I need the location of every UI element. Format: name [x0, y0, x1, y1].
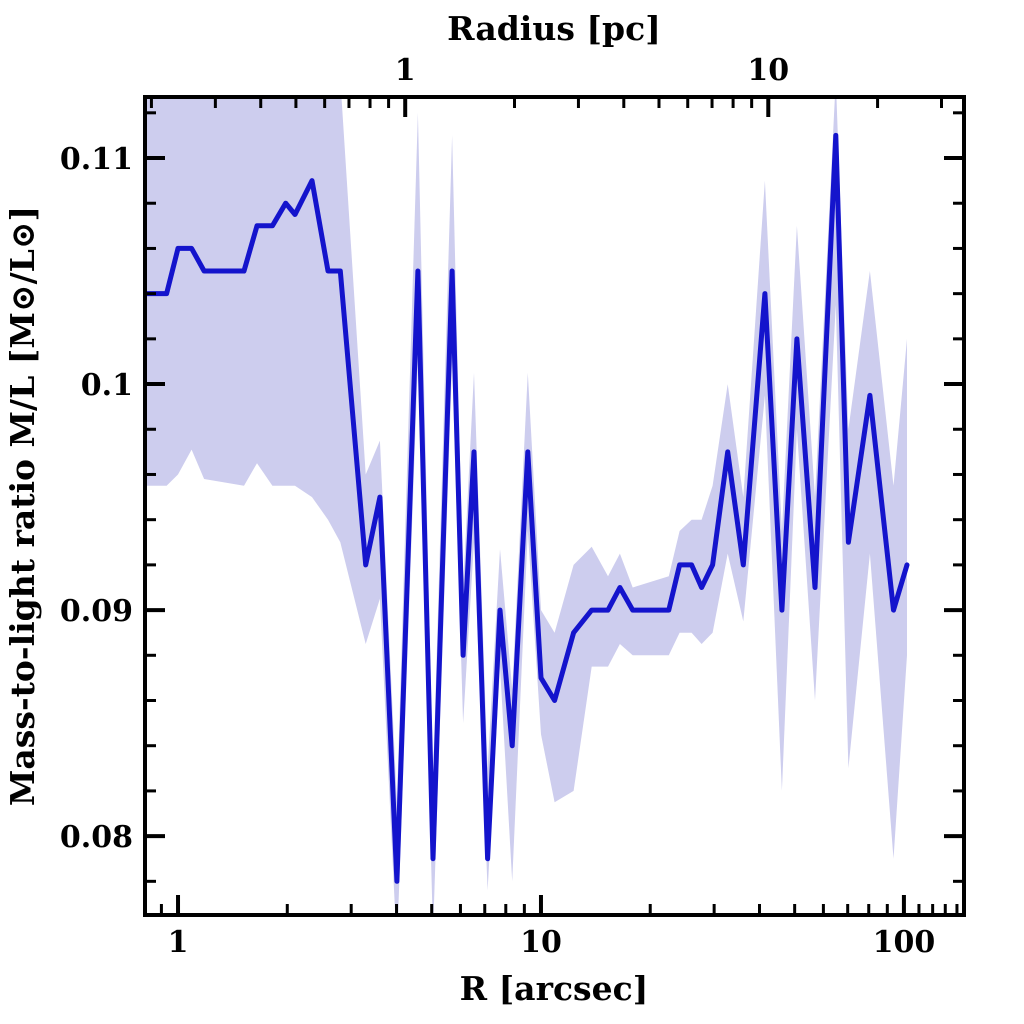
- bottom-axis-title: R [arcsec]: [460, 969, 649, 1008]
- y-tick-label: 0.11: [60, 142, 133, 177]
- y-tick-label: 0.1: [81, 368, 133, 403]
- x-tick-label: 100: [873, 925, 936, 960]
- top-axis-title: Radius [pc]: [447, 9, 661, 48]
- x-tick-label: 1: [168, 925, 189, 960]
- x-tick-label-top: 10: [747, 53, 789, 88]
- y-tick-label: 0.09: [60, 594, 133, 629]
- x-tick-label-top: 1: [395, 53, 416, 88]
- data-line: [145, 132, 910, 884]
- plot-frame: [143, 95, 966, 917]
- y-tick-label: 0.08: [60, 820, 133, 855]
- tick-labels: 1 10 100 1 10 0.08 0.09 0.1 0.11: [60, 53, 935, 960]
- x-tick-label: 10: [520, 925, 562, 960]
- y-axis-title: Mass-to-light ratio M/L [M⊙/L⊙]: [3, 206, 42, 806]
